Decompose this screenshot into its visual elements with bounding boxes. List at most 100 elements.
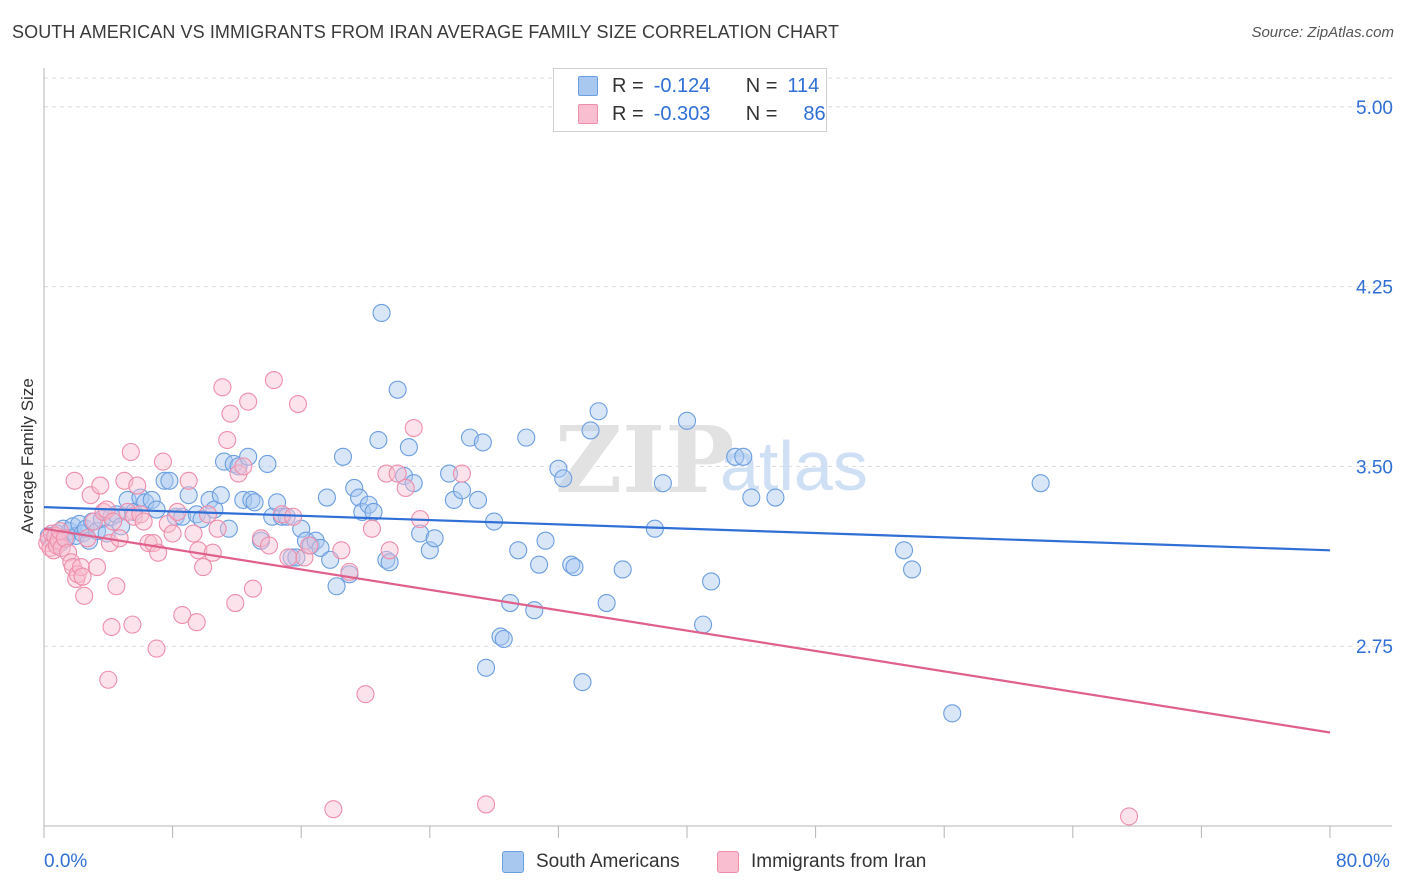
trend-line-south-americans <box>43 506 1331 552</box>
point-south-american <box>147 500 166 519</box>
point-south-american <box>766 488 785 507</box>
point-iran <box>1120 807 1139 826</box>
point-iran <box>324 800 343 819</box>
point-south-american <box>742 488 761 507</box>
point-iran <box>73 567 92 586</box>
y-tick-label: 4.25 <box>1356 278 1393 299</box>
point-south-american <box>525 601 544 620</box>
point-south-american <box>468 490 488 509</box>
y-axis-label: Average Family Size <box>18 378 37 534</box>
point-iran <box>295 548 314 567</box>
point-south-american <box>317 488 336 507</box>
point-south-american <box>425 529 444 548</box>
point-iran <box>134 512 153 531</box>
point-iran <box>184 524 203 543</box>
point-iran <box>55 529 74 548</box>
point-iran <box>128 476 147 495</box>
point-south-american <box>694 615 713 634</box>
point-south-american <box>440 464 459 483</box>
legend-r-label: R = <box>612 102 644 125</box>
point-south-american <box>597 593 616 613</box>
point-south-american <box>494 629 513 649</box>
point-south-american <box>1031 474 1050 493</box>
legend-r-label: R = <box>612 74 644 97</box>
point-south-american <box>369 430 388 450</box>
y-tick-label: 5.00 <box>1356 98 1393 119</box>
legend-n-label: N = <box>745 74 778 97</box>
point-iran <box>279 548 298 567</box>
point-south-american <box>268 493 287 512</box>
axes <box>43 68 1392 838</box>
point-south-american <box>142 490 161 509</box>
point-south-american <box>943 704 962 723</box>
point-iran <box>452 464 472 483</box>
y-tick-labels: 2.75 3.50 4.25 5.00 <box>1356 98 1393 658</box>
point-iran <box>102 617 121 637</box>
y-tick-label: 3.50 <box>1356 457 1393 478</box>
point-iran <box>91 476 110 495</box>
point-south-american <box>536 531 555 550</box>
point-iran <box>396 478 415 498</box>
point-south-american <box>902 560 922 579</box>
point-south-american <box>245 493 264 512</box>
point-iran <box>75 586 94 605</box>
legend-swatch-pink <box>578 104 598 124</box>
point-iran <box>198 505 218 524</box>
chart-title: SOUTH AMERICAN VS IMMIGRANTS FROM IRAN A… <box>12 22 840 42</box>
point-iran <box>123 615 142 634</box>
point-south-american <box>229 457 248 476</box>
point-iran <box>213 378 232 397</box>
trend-line-iran <box>43 527 1331 734</box>
point-south-american <box>179 486 198 505</box>
series-swatch-blue <box>502 851 524 873</box>
point-iran <box>107 577 126 596</box>
point-south-american <box>211 486 230 505</box>
legend-row-south-americans: R = -0.124 N = 114 <box>578 73 819 99</box>
point-south-american <box>350 488 369 507</box>
point-south-american <box>589 402 608 421</box>
point-south-american <box>311 538 330 557</box>
point-iran <box>380 541 399 560</box>
point-south-american <box>399 438 418 457</box>
point-iran <box>121 442 140 462</box>
point-south-american <box>530 555 549 574</box>
legend-n-label: N = <box>745 102 778 125</box>
point-iran <box>239 392 258 411</box>
point-iran <box>194 558 213 577</box>
point-south-american <box>491 627 510 646</box>
point-iran <box>332 541 351 560</box>
point-south-american <box>653 474 672 493</box>
point-iran <box>59 543 78 562</box>
point-iran <box>187 613 206 632</box>
series-legend-item-iran: Immigrants from Iran <box>717 851 926 873</box>
point-iran <box>65 471 84 490</box>
point-iran <box>179 471 198 490</box>
point-south-american <box>573 673 592 692</box>
point-south-american <box>509 541 528 560</box>
point-iran <box>259 536 279 555</box>
legend-n-value: 86 <box>803 102 826 125</box>
point-south-american <box>258 454 277 474</box>
point-iran <box>173 605 192 625</box>
point-south-american <box>239 447 258 466</box>
point-south-american <box>242 490 261 509</box>
point-iran <box>78 529 97 548</box>
point-south-american <box>333 447 353 466</box>
point-iran <box>477 795 496 814</box>
point-south-american <box>677 411 697 430</box>
point-iran <box>203 543 222 562</box>
point-south-american <box>517 428 536 447</box>
correlation-legend: R = -0.124 N = 114 R = -0.303 N = 86 <box>553 68 827 132</box>
point-iran <box>218 430 237 450</box>
point-iran <box>84 512 103 531</box>
point-iran <box>99 670 118 689</box>
point-south-american <box>200 490 219 509</box>
point-south-american <box>372 303 391 322</box>
point-iran <box>288 395 308 414</box>
point-iran <box>234 457 253 476</box>
point-iran <box>158 514 177 533</box>
point-iran <box>153 452 173 471</box>
watermark: ZIP atlas <box>555 406 868 514</box>
point-south-american <box>734 447 753 466</box>
